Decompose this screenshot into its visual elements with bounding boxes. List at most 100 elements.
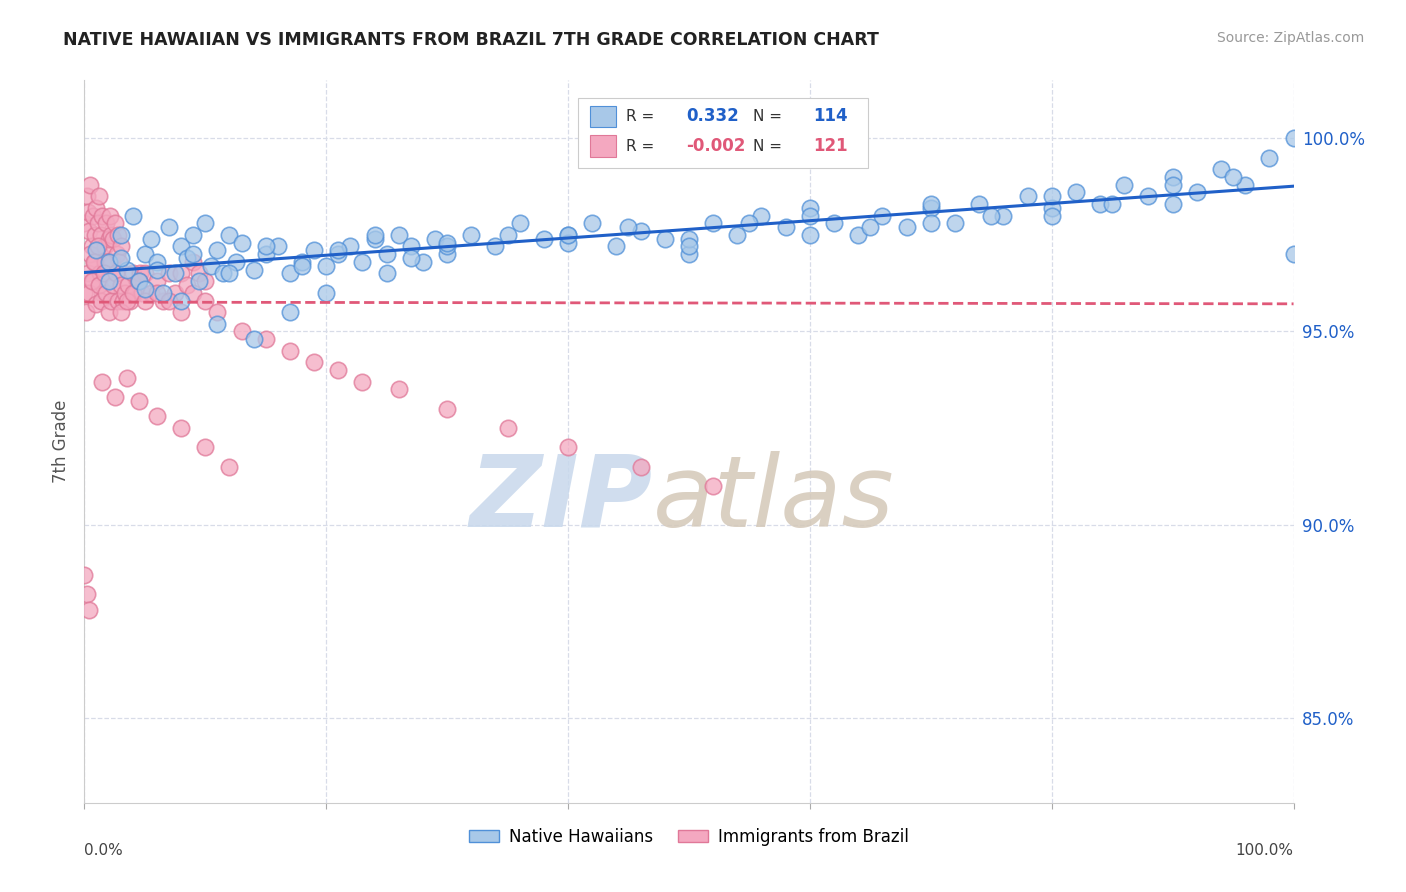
Point xyxy=(165,267,187,281)
Text: -0.002: -0.002 xyxy=(686,137,747,155)
Point xyxy=(212,267,235,281)
Point xyxy=(127,274,149,288)
Text: 0.0%: 0.0% xyxy=(84,843,124,857)
Text: 0.332: 0.332 xyxy=(686,107,740,126)
Text: Source: ZipAtlas.com: Source: ZipAtlas.com xyxy=(1216,31,1364,45)
Point xyxy=(1161,169,1184,184)
Point xyxy=(170,305,193,319)
Point xyxy=(77,285,100,300)
Point xyxy=(139,285,162,300)
Point xyxy=(86,244,108,258)
Point xyxy=(254,239,277,253)
Point xyxy=(84,255,107,269)
Point xyxy=(77,602,100,616)
Point xyxy=(89,267,111,281)
Point xyxy=(128,274,150,288)
Point xyxy=(83,255,105,269)
Point xyxy=(363,227,385,242)
Point xyxy=(375,267,398,281)
Point xyxy=(630,224,652,238)
Point xyxy=(200,259,222,273)
Point xyxy=(97,274,120,288)
Point xyxy=(157,293,180,308)
Point xyxy=(121,267,143,281)
Point xyxy=(73,216,96,230)
Point xyxy=(896,220,918,235)
Point xyxy=(129,267,152,281)
Point xyxy=(254,247,277,261)
Point xyxy=(460,227,482,242)
Point xyxy=(509,216,531,230)
Point xyxy=(114,285,136,300)
Point xyxy=(152,293,174,308)
Point xyxy=(128,274,150,288)
Point xyxy=(120,293,142,308)
Point xyxy=(399,251,422,265)
Point xyxy=(278,305,301,319)
Point xyxy=(399,239,422,253)
Point xyxy=(91,285,114,300)
Text: N =: N = xyxy=(754,109,787,124)
Text: R =: R = xyxy=(626,109,659,124)
Point xyxy=(93,267,115,281)
Point xyxy=(678,232,700,246)
Point xyxy=(1017,189,1039,203)
Point xyxy=(170,293,193,308)
Point xyxy=(605,239,627,253)
Text: atlas: atlas xyxy=(652,450,894,548)
Point xyxy=(823,216,845,230)
Point xyxy=(436,401,458,416)
Point xyxy=(181,247,204,261)
Point xyxy=(96,255,118,269)
Point xyxy=(121,209,143,223)
Point xyxy=(617,220,640,235)
Point xyxy=(1114,178,1136,192)
Point xyxy=(859,220,882,235)
Point xyxy=(181,227,204,242)
Point xyxy=(94,255,117,269)
Point xyxy=(79,247,101,261)
Point xyxy=(702,216,724,230)
Point xyxy=(194,274,217,288)
Point xyxy=(86,297,108,311)
Point xyxy=(1101,197,1123,211)
Point xyxy=(87,189,110,203)
Point xyxy=(799,227,821,242)
Point xyxy=(738,216,761,230)
Text: NATIVE HAWAIIAN VS IMMIGRANTS FROM BRAZIL 7TH GRADE CORRELATION CHART: NATIVE HAWAIIAN VS IMMIGRANTS FROM BRAZI… xyxy=(63,31,879,49)
Point xyxy=(73,567,96,582)
FancyBboxPatch shape xyxy=(578,97,868,169)
Point xyxy=(231,325,253,339)
Point xyxy=(165,285,187,300)
Point xyxy=(117,278,139,293)
Point xyxy=(328,247,350,261)
Y-axis label: 7th Grade: 7th Grade xyxy=(52,400,70,483)
Point xyxy=(115,262,138,277)
Point xyxy=(980,209,1002,223)
Point xyxy=(436,239,458,253)
Point xyxy=(94,216,117,230)
Point xyxy=(73,285,96,300)
Point xyxy=(188,267,211,281)
Point xyxy=(557,227,579,242)
Point xyxy=(302,355,325,369)
Point xyxy=(920,216,942,230)
Point xyxy=(176,278,198,293)
Point xyxy=(97,305,120,319)
Point xyxy=(128,394,150,409)
Text: ZIP: ZIP xyxy=(470,450,652,548)
Point xyxy=(104,390,127,404)
Point xyxy=(799,201,821,215)
Point xyxy=(134,267,156,281)
Point xyxy=(363,232,385,246)
Point xyxy=(1088,197,1111,211)
Point xyxy=(152,285,174,300)
Point xyxy=(242,332,264,346)
Point xyxy=(83,255,105,269)
Point xyxy=(1040,189,1063,203)
Point xyxy=(134,282,156,296)
Point xyxy=(115,293,138,308)
Point xyxy=(678,239,700,253)
Point xyxy=(76,587,98,601)
Point xyxy=(107,227,129,242)
